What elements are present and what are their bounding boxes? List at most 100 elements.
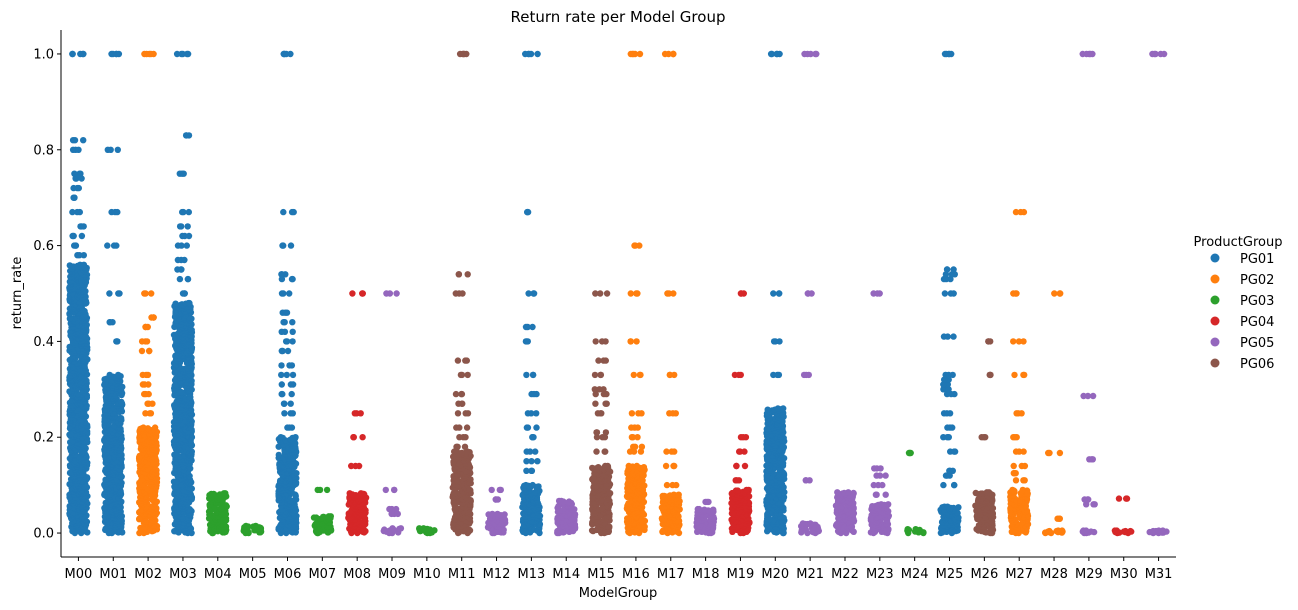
- data-point: [69, 208, 76, 216]
- data-point: [283, 371, 290, 379]
- data-point: [142, 323, 149, 331]
- data-point: [460, 50, 467, 58]
- data-point: [734, 487, 741, 494]
- data-point: [142, 338, 149, 345]
- data-point: [77, 50, 84, 58]
- data-point: [359, 434, 366, 441]
- data-point: [464, 371, 471, 379]
- data-point: [529, 371, 537, 379]
- data-point: [416, 525, 423, 532]
- data-point: [113, 242, 120, 249]
- data-point: [142, 410, 149, 417]
- data-point: [733, 477, 740, 484]
- data-point: [172, 300, 179, 307]
- data-point: [381, 526, 388, 533]
- data-point: [313, 514, 320, 521]
- data-point: [492, 496, 500, 503]
- data-point: [634, 424, 641, 431]
- data-point: [593, 448, 600, 455]
- data-point: [145, 400, 152, 407]
- data-point: [150, 314, 157, 321]
- data-point: [108, 208, 115, 216]
- data-point: [602, 462, 609, 470]
- data-point: [628, 410, 636, 417]
- data-point: [70, 232, 77, 240]
- data-point: [525, 50, 532, 58]
- data-point: [662, 462, 670, 470]
- data-point: [290, 208, 297, 216]
- data-point: [456, 290, 463, 297]
- data-point: [488, 486, 495, 494]
- data-point: [738, 290, 745, 297]
- data-point: [178, 223, 185, 230]
- data-point: [74, 184, 81, 192]
- data-point: [140, 424, 147, 431]
- data-point: [186, 299, 193, 307]
- data-point: [627, 290, 634, 297]
- data-point: [138, 347, 146, 355]
- chart-title: Return rate per Model Group: [511, 8, 726, 26]
- data-point: [141, 381, 148, 388]
- data-point: [288, 362, 296, 369]
- data-point: [148, 290, 155, 297]
- data-point: [710, 506, 717, 513]
- data-point: [523, 371, 530, 379]
- data-point: [314, 486, 321, 494]
- data-point: [627, 338, 634, 345]
- data-point: [665, 290, 673, 297]
- data-point: [565, 498, 573, 505]
- data-point: [283, 309, 291, 316]
- data-point: [174, 256, 182, 264]
- data-point: [147, 50, 155, 58]
- data-point: [71, 170, 78, 177]
- data-point: [281, 400, 288, 407]
- data-point: [80, 261, 88, 268]
- data-point: [524, 424, 532, 431]
- data-point: [743, 486, 750, 494]
- data-point: [455, 271, 463, 278]
- data-point: [275, 451, 282, 459]
- data-point: [281, 410, 288, 417]
- data-point: [278, 362, 285, 369]
- data-point: [174, 242, 182, 249]
- data-point: [458, 390, 465, 398]
- data-point: [632, 242, 639, 249]
- data-point: [393, 290, 400, 297]
- data-point: [220, 490, 228, 497]
- data-point: [589, 464, 596, 472]
- data-point: [397, 525, 405, 532]
- data-point: [532, 448, 539, 455]
- plot-area: 0.00.20.40.60.81.0 M00 M01 M02 M03 M04 M05 M06…: [33, 30, 1176, 582]
- data-point: [78, 232, 86, 240]
- data-point: [278, 328, 285, 335]
- data-point: [630, 371, 637, 379]
- data-point: [288, 275, 296, 283]
- data-point: [184, 223, 191, 230]
- data-point: [636, 50, 644, 58]
- data-point: [461, 443, 469, 450]
- data-point: [287, 381, 295, 388]
- data-point: [351, 410, 358, 417]
- data-point: [278, 271, 285, 278]
- data-point: [142, 290, 149, 297]
- data-point: [289, 371, 297, 379]
- data-point: [733, 462, 740, 470]
- data-point: [78, 175, 85, 182]
- data-point: [464, 271, 471, 278]
- data-point: [627, 50, 634, 58]
- data-point: [525, 290, 532, 297]
- data-point: [456, 424, 463, 431]
- data-point: [355, 462, 363, 470]
- data-point: [533, 424, 540, 431]
- data-point: [109, 50, 117, 58]
- data-point: [137, 524, 144, 532]
- data-point: [382, 486, 389, 494]
- data-point: [279, 242, 286, 249]
- data-point: [80, 252, 88, 259]
- data-point: [665, 50, 672, 58]
- data-point: [280, 208, 287, 216]
- data-point: [184, 275, 192, 283]
- data-point: [106, 371, 113, 379]
- data-point: [279, 390, 286, 398]
- data-point: [636, 371, 644, 379]
